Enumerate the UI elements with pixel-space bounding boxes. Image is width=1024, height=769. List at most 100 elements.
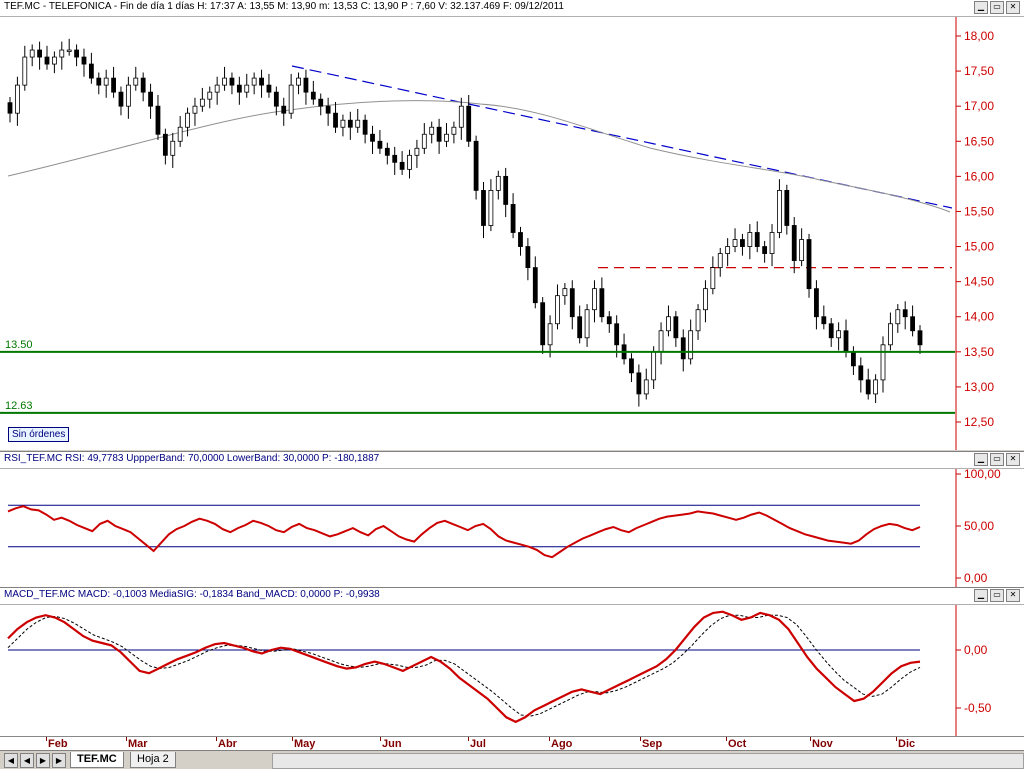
macd-pane[interactable]: MACD_TEF.MC MACD: -0,1003 MediaSIG: -0,1… <box>0 587 1024 737</box>
month-label: Abr <box>218 738 237 750</box>
candle-body <box>185 112 190 128</box>
rsi-pane-header: RSI_TEF.MC RSI: 49,7783 UppperBand: 70,0… <box>0 452 1024 469</box>
month-tick <box>549 737 550 741</box>
month-tick <box>810 737 811 741</box>
candle-body <box>814 288 819 318</box>
restore-icon[interactable]: ▭ <box>990 589 1004 602</box>
tab-hoja2[interactable]: Hoja 2 <box>130 752 176 768</box>
candle-body <box>777 189 782 233</box>
candle-body <box>725 246 731 254</box>
macd-chart[interactable]: 0,00 -0,50 <box>0 588 1024 737</box>
candle-body <box>466 105 472 142</box>
candle-body <box>747 232 753 247</box>
candle-body <box>762 246 768 254</box>
candle-body <box>7 102 13 114</box>
price-tick-label: 17,50 <box>964 64 994 78</box>
price-tick-label: 13,50 <box>964 345 994 359</box>
candle-body <box>458 105 464 128</box>
candle-body <box>214 84 220 93</box>
rsi-header-text: RSI_TEF.MC RSI: 49,7783 UppperBand: 70,0… <box>4 453 380 464</box>
close-icon[interactable]: ✕ <box>1006 589 1020 602</box>
macd-signal-line <box>7 614 921 717</box>
candle-body <box>547 323 553 346</box>
candle-body <box>162 133 168 156</box>
candle-body <box>81 56 87 65</box>
candle-body <box>895 309 901 325</box>
candle-body <box>236 84 242 93</box>
candle-body <box>44 56 50 65</box>
close-icon[interactable]: ✕ <box>1006 1 1020 14</box>
minimize-icon[interactable]: ▁ <box>974 1 988 14</box>
first-sheet-icon[interactable]: ◀ <box>4 753 18 768</box>
candle-body <box>29 49 35 58</box>
candle-body <box>836 330 842 339</box>
rsi-chart[interactable]: 100,00 50,00 0,00 <box>0 452 1024 587</box>
macd-pane-controls: ▁ ▭ ✕ <box>974 589 1020 602</box>
candle-body <box>407 154 412 170</box>
month-tick <box>292 737 293 741</box>
candle-body <box>51 56 57 65</box>
price-tick-label: 13,00 <box>964 380 994 394</box>
candle-body <box>444 133 449 142</box>
candle-body <box>577 316 583 339</box>
candle-body <box>414 147 420 156</box>
candle-body <box>540 302 546 346</box>
price-tick-label: 16,50 <box>964 134 994 148</box>
candle-body <box>436 126 442 142</box>
candle-body <box>370 133 375 142</box>
candle-body <box>629 358 634 374</box>
minimize-icon[interactable]: ▁ <box>974 589 988 602</box>
tab-tef[interactable]: TEF.MC <box>70 752 124 768</box>
close-icon[interactable]: ✕ <box>1006 453 1020 466</box>
horizontal-scrollbar[interactable] <box>272 753 1024 769</box>
next-sheet-icon[interactable]: ▶ <box>36 753 50 768</box>
price-pane-controls: ▁ ▭ ✕ <box>974 1 1020 14</box>
prev-sheet-icon[interactable]: ◀ <box>20 753 34 768</box>
candle-body <box>636 372 642 395</box>
minimize-icon[interactable]: ▁ <box>974 453 988 466</box>
price-chart[interactable]: 18,00 17,50 17,00 16,50 16,00 15,50 15,00 14,50… <box>0 0 1024 450</box>
candle-body <box>222 77 227 86</box>
support-label: 12.63 <box>5 400 33 412</box>
candle-body <box>392 154 398 163</box>
candle-body <box>170 140 176 156</box>
month-tick <box>896 737 897 741</box>
candle-body <box>518 232 523 247</box>
candle-body <box>347 119 353 128</box>
last-sheet-icon[interactable]: ▶ <box>52 753 66 768</box>
candle-body <box>562 288 568 297</box>
candle-body <box>865 379 871 395</box>
price-pane[interactable]: TEF.MC - TELEFONICA - Fin de día 1 días … <box>0 0 1024 450</box>
month-tick <box>726 737 727 741</box>
candle-body <box>858 365 864 381</box>
candle-body <box>14 84 20 114</box>
restore-icon[interactable]: ▭ <box>990 1 1004 14</box>
price-tick-label: 12,50 <box>964 415 994 429</box>
candle-body <box>791 225 797 261</box>
candle-body <box>784 189 790 226</box>
candle-body <box>828 323 834 339</box>
candle-body <box>303 77 309 93</box>
candle-body <box>614 323 620 346</box>
candle-body <box>643 379 649 395</box>
rsi-series-line <box>7 505 921 559</box>
candle-body <box>695 309 701 332</box>
rsi-tick-label: 50,00 <box>964 519 994 533</box>
macd-tick-label: -0,50 <box>964 701 992 715</box>
restore-icon[interactable]: ▭ <box>990 453 1004 466</box>
candle-body <box>207 91 213 100</box>
candle-body <box>96 77 102 86</box>
month-label: Feb <box>48 738 68 750</box>
month-label: Sep <box>642 738 663 750</box>
price-tick-label: 14,00 <box>964 310 994 324</box>
candle-body <box>555 295 560 325</box>
candle-body <box>74 49 79 58</box>
rsi-tick-label: 0,00 <box>964 571 988 585</box>
candle-body <box>199 98 205 107</box>
candle-body <box>666 316 671 332</box>
candle-body <box>532 267 538 304</box>
candle-body <box>340 119 346 128</box>
rsi-pane[interactable]: RSI_TEF.MC RSI: 49,7783 UppperBand: 70,0… <box>0 451 1024 587</box>
candle-body <box>155 105 161 135</box>
orders-badge[interactable]: Sin órdenes <box>8 427 70 442</box>
